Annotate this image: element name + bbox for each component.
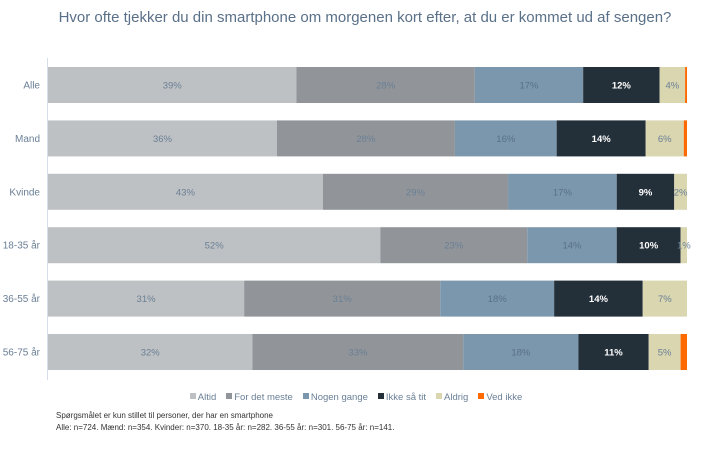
bar-segment: [578, 334, 649, 370]
legend: Altid For det meste Nogen gange Ikke så tit…: [0, 392, 712, 403]
bar-segment: [659, 67, 686, 103]
data-label: 14%: [562, 241, 582, 252]
data-label: 39%: [163, 81, 183, 92]
bar-segment: [474, 67, 584, 103]
legend-label: Nogen gange: [310, 392, 368, 403]
bar-segment: [440, 280, 555, 317]
data-label: 6%: [658, 134, 672, 145]
legend-label: Ved ikke: [486, 392, 523, 403]
bar-segment: [648, 334, 681, 370]
data-label: 1%: [677, 241, 691, 252]
chart-notes: Spørgsmålet er kun stillet til personer,…: [56, 410, 394, 434]
bar-segment: [296, 67, 475, 103]
bar-segment: [322, 173, 509, 210]
data-label: 52%: [205, 241, 225, 252]
bar-segment: [616, 173, 675, 210]
bar-segment: [252, 334, 464, 370]
category-label: Mand: [15, 134, 40, 145]
category-label: 36-55 år: [3, 293, 41, 305]
data-label: 32%: [141, 348, 161, 359]
data-label: 11%: [604, 348, 623, 359]
data-label: 23%: [444, 241, 464, 252]
data-label: 10%: [639, 241, 659, 252]
legend-item: Aldrig: [436, 392, 468, 403]
bar-segment: [556, 120, 646, 157]
data-label: 17%: [553, 187, 573, 198]
data-label: 31%: [333, 294, 353, 305]
data-label: 28%: [356, 134, 376, 145]
bar-segment: [508, 173, 617, 210]
bar-segment: [680, 227, 687, 264]
bar-segment: [48, 120, 277, 157]
data-label: 4%: [665, 81, 679, 92]
legend-swatch: [189, 393, 196, 399]
data-label: 18%: [511, 348, 531, 359]
data-label: 14%: [592, 134, 612, 145]
category-label: Kvinde: [9, 187, 40, 198]
data-label: 16%: [496, 134, 516, 145]
bar-segment: [48, 334, 253, 370]
data-label: 43%: [176, 187, 196, 198]
bar-segment: [463, 334, 579, 370]
bar-segment: [583, 67, 660, 103]
legend-swatch: [478, 393, 485, 399]
legend-swatch: [226, 393, 233, 399]
data-label: 28%: [376, 81, 396, 92]
legend-label: Aldrig: [444, 392, 469, 403]
legend-item: Nogen gange: [302, 392, 368, 403]
data-label: 2%: [674, 187, 688, 198]
bar-segment: [674, 173, 687, 210]
legend-label: Ikke så tit: [385, 392, 427, 403]
legend-swatch: [377, 393, 384, 399]
data-label: 7%: [658, 294, 672, 305]
legend-item: For det meste: [226, 392, 293, 403]
bar-segment: [48, 280, 245, 317]
data-label: 17%: [519, 81, 539, 92]
bar-segment: [48, 173, 323, 210]
category-label: 56-75 år: [3, 347, 41, 359]
note-line-2: Alle: n=724. Mænd: n=354. Kvinder: n=370…: [56, 423, 395, 432]
bar-segment: [645, 120, 684, 157]
data-label: 18%: [488, 294, 508, 305]
legend-swatch: [436, 393, 443, 399]
legend-item: Altid: [189, 392, 217, 403]
legend-label: Altid: [197, 392, 217, 403]
bar-segment: [454, 120, 557, 157]
data-label: 31%: [137, 294, 157, 305]
bar-segment: [244, 280, 441, 317]
category-label: 18-35 år: [3, 240, 41, 252]
bar-segment: [685, 67, 687, 103]
note-line-1: Spørgsmålet er kun stillet til personer,…: [56, 411, 273, 420]
category-label: Alle: [23, 81, 40, 92]
bar-segment: [616, 227, 681, 264]
data-label: 9%: [639, 187, 653, 198]
data-label: 33%: [348, 348, 368, 359]
bar-segment: [380, 227, 528, 264]
chart-title: Hvor ofte tjekker du din smartphone om m…: [58, 9, 672, 26]
bar-segment: [554, 280, 643, 317]
bar-segment: [680, 334, 687, 370]
data-label: 12%: [612, 81, 632, 92]
bar-segment: [48, 227, 381, 264]
bar-segment: [48, 67, 297, 103]
legend-item: Ikke så tit: [377, 392, 427, 403]
bar-segment: [276, 120, 455, 157]
data-label: 14%: [589, 294, 609, 305]
data-label: 29%: [406, 187, 426, 198]
legend-label: For det meste: [234, 392, 293, 403]
bar-segment: [642, 280, 687, 317]
bar-segment: [527, 227, 617, 264]
legend-item: Ved ikke: [478, 392, 522, 403]
bar-segment: [683, 120, 687, 157]
data-label: 5%: [658, 348, 672, 359]
data-label: 36%: [153, 134, 173, 145]
legend-swatch: [302, 393, 309, 399]
